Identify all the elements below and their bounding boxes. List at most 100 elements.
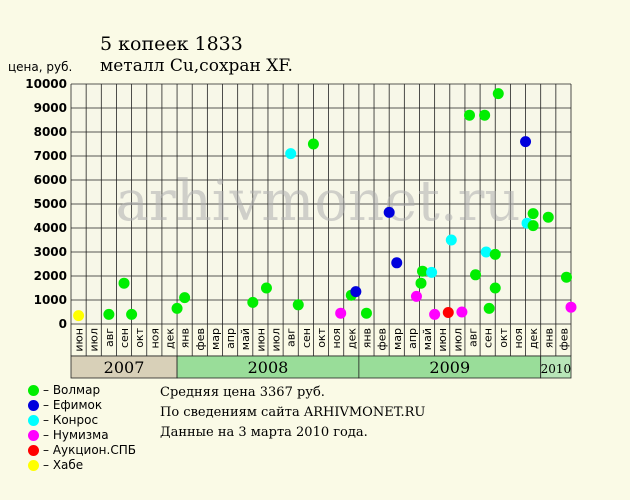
month-tick-label: май (239, 328, 252, 350)
month-tick-label: дек (345, 328, 358, 349)
legend: – Волмар – Ефимок – Конрос – Нумизма – Аукци… (28, 383, 136, 473)
legend-circle-icon (28, 415, 39, 426)
legend-label: – Нумизма (43, 428, 109, 442)
month-tick-label: янв (360, 328, 373, 348)
y-tick-label: 1000 (34, 293, 67, 307)
month-tick-label: июл (88, 328, 101, 351)
month-tick-label: апр (224, 328, 237, 349)
data-point (171, 302, 183, 314)
legend-circle-icon (28, 445, 39, 456)
year-band (540, 355, 572, 379)
y-tick-label: 7000 (34, 149, 67, 163)
year-label: 2007 (104, 358, 145, 377)
month-tick-label: ноя (148, 328, 161, 349)
data-point (445, 234, 457, 246)
legend-label: – Волмар (43, 383, 101, 397)
data-point (247, 296, 259, 308)
data-point (417, 265, 429, 277)
data-point (442, 306, 454, 318)
month-tick-label: авг (467, 328, 480, 347)
month-tick-label: сен (300, 328, 313, 348)
data-point (103, 308, 115, 320)
data-point (335, 307, 347, 319)
month-tick-label: авг (285, 328, 298, 347)
month-tick-label: фев (194, 328, 207, 351)
legend-item: – Ефимок (28, 398, 136, 413)
data-point (126, 308, 138, 320)
month-tick-label: сен (118, 328, 131, 348)
y-tick-label: 4000 (34, 221, 67, 235)
data-point (492, 88, 504, 100)
y-tick-label: 10000 (25, 77, 67, 91)
y-tick-label: 5000 (34, 197, 67, 211)
data-point (429, 308, 441, 320)
chart-axes: 0 1000 2000 3000 4000 5000 6000 7000 8000 9000 100… (25, 77, 572, 379)
chart-grid (70, 83, 572, 357)
month-tick-label: окт (315, 327, 328, 347)
data-point (73, 310, 85, 322)
y-tick-label: 9000 (34, 101, 67, 115)
data-point (118, 277, 130, 289)
month-tick-label: ноя (330, 328, 343, 349)
month-tick-label: авг (103, 328, 116, 347)
legend-label: – Аукцион.СПБ (43, 443, 136, 457)
data-point (410, 290, 422, 302)
data-point (260, 282, 272, 294)
average-price: Средняя цена 3367 руб. (160, 385, 325, 400)
info-block: Средняя цена 3367 руб. По сведениям сайт… (160, 383, 425, 443)
data-point (463, 109, 475, 121)
data-point (383, 206, 395, 218)
year-label: 2010 (541, 362, 572, 376)
legend-item: – Хабе (28, 458, 136, 473)
y-tick-label: 6000 (34, 173, 67, 187)
data-point (489, 248, 501, 260)
legend-circle-icon (28, 460, 39, 471)
data-point (560, 271, 572, 283)
y-tick-label: 2000 (34, 269, 67, 283)
data-point (565, 301, 577, 313)
data-point (179, 292, 191, 304)
y-tick-label: 0 (59, 317, 67, 331)
data-point (360, 307, 372, 319)
legend-label: – Конрос (43, 413, 99, 427)
month-tick-label: фев (376, 328, 389, 351)
watermark: arhivmonet.ru (116, 169, 521, 234)
legend-circle-icon (28, 385, 39, 396)
month-tick-label: фев (557, 328, 570, 351)
legend-item: – Аукцион.СПБ (28, 443, 136, 458)
month-tick-label: окт (497, 327, 510, 347)
y-axis-label: цена, руб. (8, 60, 73, 74)
data-point (350, 286, 362, 298)
month-tick-label: июл (451, 328, 464, 351)
month-tick-label: янв (542, 328, 555, 348)
legend-circle-icon (28, 400, 39, 411)
month-tick-label: апр (406, 328, 419, 349)
month-tick-label: июл (270, 328, 283, 351)
data-point (527, 220, 539, 232)
data-point (542, 211, 554, 223)
legend-item: – Волмар (28, 383, 136, 398)
month-tick-label: дек (527, 328, 540, 349)
y-tick-label: 8000 (34, 125, 67, 139)
data-point (527, 208, 539, 220)
year-label: 2009 (429, 358, 470, 377)
legend-item: – Нумизма (28, 428, 136, 443)
month-tick-label: мар (209, 328, 222, 350)
data-point (285, 148, 297, 160)
month-tick-label: июн (254, 328, 267, 352)
data-point (520, 136, 532, 148)
legend-label: – Ефимок (43, 398, 103, 412)
data-date: Данные на 3 марта 2010 года. (160, 425, 368, 440)
data-points (73, 88, 577, 322)
chart-subtitle: металл Cu,сохран XF. (100, 56, 293, 76)
month-tick-label: июн (73, 328, 86, 352)
month-tick-label: окт (133, 327, 146, 347)
data-point (470, 269, 482, 281)
source-note: По сведениям сайта ARHIVMONET.RU (160, 405, 426, 420)
y-tick-label: 3000 (34, 245, 67, 259)
legend-circle-icon (28, 430, 39, 441)
month-tick-label: май (421, 328, 434, 350)
month-tick-label: мар (391, 328, 404, 350)
data-point (479, 109, 491, 121)
legend-label: – Хабе (43, 458, 84, 472)
